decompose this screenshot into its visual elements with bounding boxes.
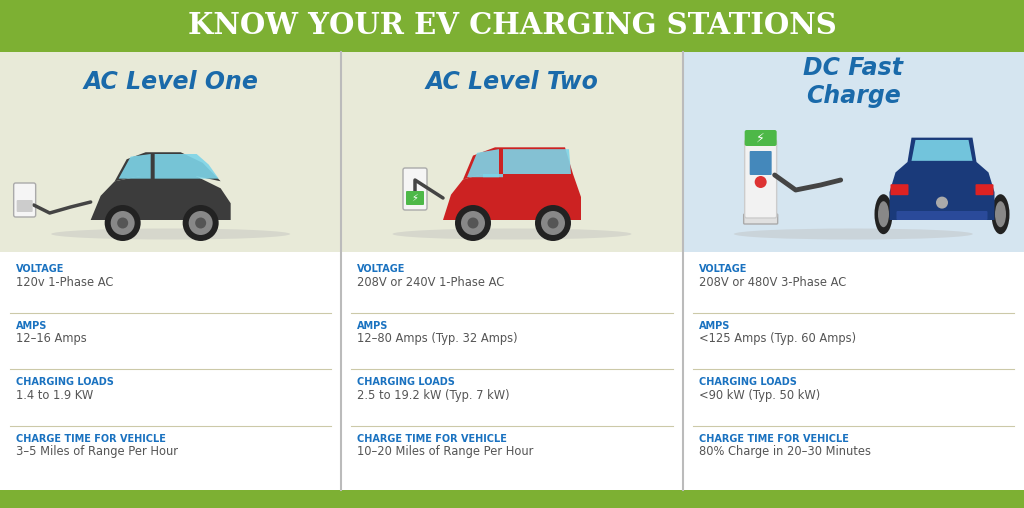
Polygon shape	[483, 149, 571, 177]
Ellipse shape	[936, 197, 948, 209]
Text: <125 Amps (Typ. 60 Amps): <125 Amps (Typ. 60 Amps)	[698, 332, 856, 345]
FancyBboxPatch shape	[0, 0, 1024, 52]
Ellipse shape	[755, 176, 767, 188]
Polygon shape	[890, 162, 994, 220]
FancyBboxPatch shape	[13, 183, 36, 217]
Ellipse shape	[196, 217, 206, 229]
FancyBboxPatch shape	[744, 130, 776, 146]
Text: 2.5 to 19.2 kW (Typ. 7 kW): 2.5 to 19.2 kW (Typ. 7 kW)	[357, 389, 510, 402]
Text: AMPS: AMPS	[357, 321, 389, 331]
Text: 120v 1-Phase AC: 120v 1-Phase AC	[16, 275, 114, 289]
FancyBboxPatch shape	[16, 200, 33, 212]
Polygon shape	[463, 147, 573, 179]
Polygon shape	[443, 174, 581, 220]
Ellipse shape	[734, 229, 973, 239]
Polygon shape	[155, 154, 219, 179]
Ellipse shape	[51, 229, 290, 239]
Ellipse shape	[468, 217, 478, 229]
FancyBboxPatch shape	[896, 211, 987, 220]
FancyBboxPatch shape	[891, 184, 908, 195]
FancyBboxPatch shape	[341, 52, 683, 252]
Polygon shape	[907, 138, 977, 162]
Text: VOLTAGE: VOLTAGE	[357, 264, 406, 274]
Text: CHARGING LOADS: CHARGING LOADS	[16, 377, 114, 387]
Text: AC Level Two: AC Level Two	[426, 70, 598, 94]
FancyBboxPatch shape	[744, 140, 776, 218]
FancyBboxPatch shape	[341, 252, 683, 490]
Text: CHARGING LOADS: CHARGING LOADS	[357, 377, 456, 387]
FancyBboxPatch shape	[406, 191, 424, 205]
Ellipse shape	[392, 229, 632, 239]
Text: AMPS: AMPS	[698, 321, 730, 331]
FancyBboxPatch shape	[0, 490, 1024, 508]
Text: CHARGE TIME FOR VEHICLE: CHARGE TIME FOR VEHICLE	[16, 434, 166, 444]
Text: VOLTAGE: VOLTAGE	[698, 264, 748, 274]
Polygon shape	[467, 149, 499, 177]
FancyBboxPatch shape	[403, 168, 427, 210]
Ellipse shape	[182, 205, 219, 241]
Ellipse shape	[991, 194, 1010, 234]
Text: 208V or 240V 1-Phase AC: 208V or 240V 1-Phase AC	[357, 275, 505, 289]
Ellipse shape	[548, 217, 558, 229]
FancyBboxPatch shape	[0, 52, 341, 252]
Ellipse shape	[541, 211, 565, 235]
FancyBboxPatch shape	[743, 214, 777, 224]
Ellipse shape	[455, 205, 490, 241]
Text: AC Level One: AC Level One	[83, 70, 258, 94]
FancyBboxPatch shape	[0, 252, 341, 490]
Text: CHARGE TIME FOR VEHICLE: CHARGE TIME FOR VEHICLE	[357, 434, 507, 444]
Ellipse shape	[878, 201, 889, 227]
Text: CHARGE TIME FOR VEHICLE: CHARGE TIME FOR VEHICLE	[698, 434, 849, 444]
Text: KNOW YOUR EV CHARGING STATIONS: KNOW YOUR EV CHARGING STATIONS	[187, 12, 837, 41]
Ellipse shape	[111, 211, 135, 235]
Ellipse shape	[188, 211, 213, 235]
Text: 1.4 to 1.9 KW: 1.4 to 1.9 KW	[16, 389, 93, 402]
Polygon shape	[119, 154, 151, 179]
Text: 12–16 Amps: 12–16 Amps	[16, 332, 87, 345]
Text: AMPS: AMPS	[16, 321, 47, 331]
Ellipse shape	[461, 211, 485, 235]
Ellipse shape	[995, 201, 1006, 227]
FancyBboxPatch shape	[683, 52, 1024, 252]
Polygon shape	[91, 176, 230, 220]
Text: 208V or 480V 3-Phase AC: 208V or 480V 3-Phase AC	[698, 275, 846, 289]
FancyBboxPatch shape	[750, 151, 772, 175]
Text: 3–5 Miles of Range Per Hour: 3–5 Miles of Range Per Hour	[16, 446, 178, 459]
Ellipse shape	[874, 194, 893, 234]
Ellipse shape	[117, 217, 128, 229]
Polygon shape	[911, 140, 973, 161]
Text: CHARGING LOADS: CHARGING LOADS	[698, 377, 797, 387]
Polygon shape	[115, 152, 220, 181]
Text: ⚡: ⚡	[757, 132, 765, 144]
Text: 12–80 Amps (Typ. 32 Amps): 12–80 Amps (Typ. 32 Amps)	[357, 332, 518, 345]
Text: VOLTAGE: VOLTAGE	[16, 264, 65, 274]
Text: ⚡: ⚡	[412, 193, 419, 203]
Text: DC Fast
Charge: DC Fast Charge	[804, 56, 903, 108]
FancyBboxPatch shape	[683, 252, 1024, 490]
Ellipse shape	[535, 205, 571, 241]
Text: 80% Charge in 20–30 Minutes: 80% Charge in 20–30 Minutes	[698, 446, 870, 459]
Ellipse shape	[104, 205, 140, 241]
FancyBboxPatch shape	[976, 184, 993, 195]
Text: 10–20 Miles of Range Per Hour: 10–20 Miles of Range Per Hour	[357, 446, 534, 459]
Text: <90 kW (Typ. 50 kW): <90 kW (Typ. 50 kW)	[698, 389, 820, 402]
